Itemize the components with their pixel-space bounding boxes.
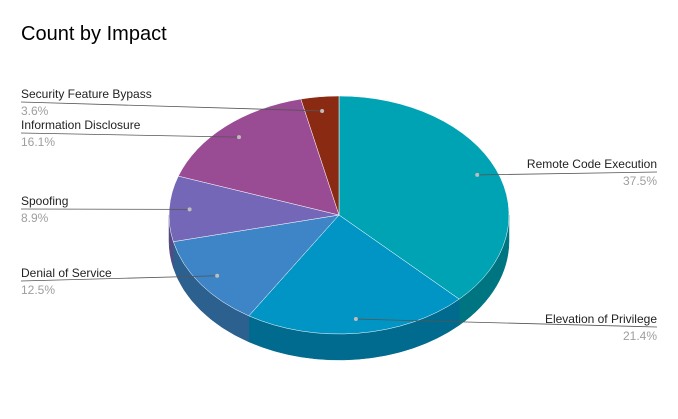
leader-dot-denial-of-service [215,273,220,278]
pie-slice-security-feature-bypass [300,95,340,216]
slice-labels: Remote Code Execution 37.5% Elevation of P… [21,87,657,343]
slice-label-information-disclosure: Information Disclosure [21,118,141,132]
slice-label-elevation-of-privilege: Elevation of Privilege [545,312,657,326]
pie-slices [168,95,510,335]
slice-percent-security-feature-bypass: 3.6% [21,104,49,118]
leader-line-security-feature-bypass [20,101,323,112]
pie-slice-elevation-of-privilege [248,214,460,335]
leader-dot-remote-code-execution [475,172,480,177]
leader-lines [20,101,658,328]
slice-label-security-feature-bypass: Security Feature Bypass [21,87,152,101]
leader-line-denial-of-service [20,275,218,282]
leader-dot-elevation-of-privilege [353,317,358,322]
slice-percent-denial-of-service: 12.5% [21,283,55,297]
leader-dot-information-disclosure [237,135,242,140]
leader-line-elevation-of-privilege [355,318,658,328]
slice-percent-spoofing: 8.9% [21,211,49,225]
pie-slice-spoofing [168,175,340,242]
slice-percent-remote-code-execution: 37.5% [623,174,657,188]
chart-title: Count by Impact [21,23,167,45]
slice-percent-information-disclosure: 16.1% [21,135,55,149]
slice-label-spoofing: Spoofing [21,194,68,208]
pie-slice-information-disclosure [177,98,340,216]
leader-line-remote-code-execution [477,171,658,176]
slice-percent-elevation-of-privilege: 21.4% [623,329,657,343]
pie-slice-remote-code-execution [338,95,510,300]
slice-label-remote-code-execution: Remote Code Execution [527,157,657,171]
leader-dot-security-feature-bypass [320,108,325,113]
leader-line-information-disclosure [20,132,240,138]
pie-slice-denial-of-service [173,214,340,317]
slice-label-denial-of-service: Denial of Service [21,266,112,280]
leader-dot-spoofing [187,207,192,212]
